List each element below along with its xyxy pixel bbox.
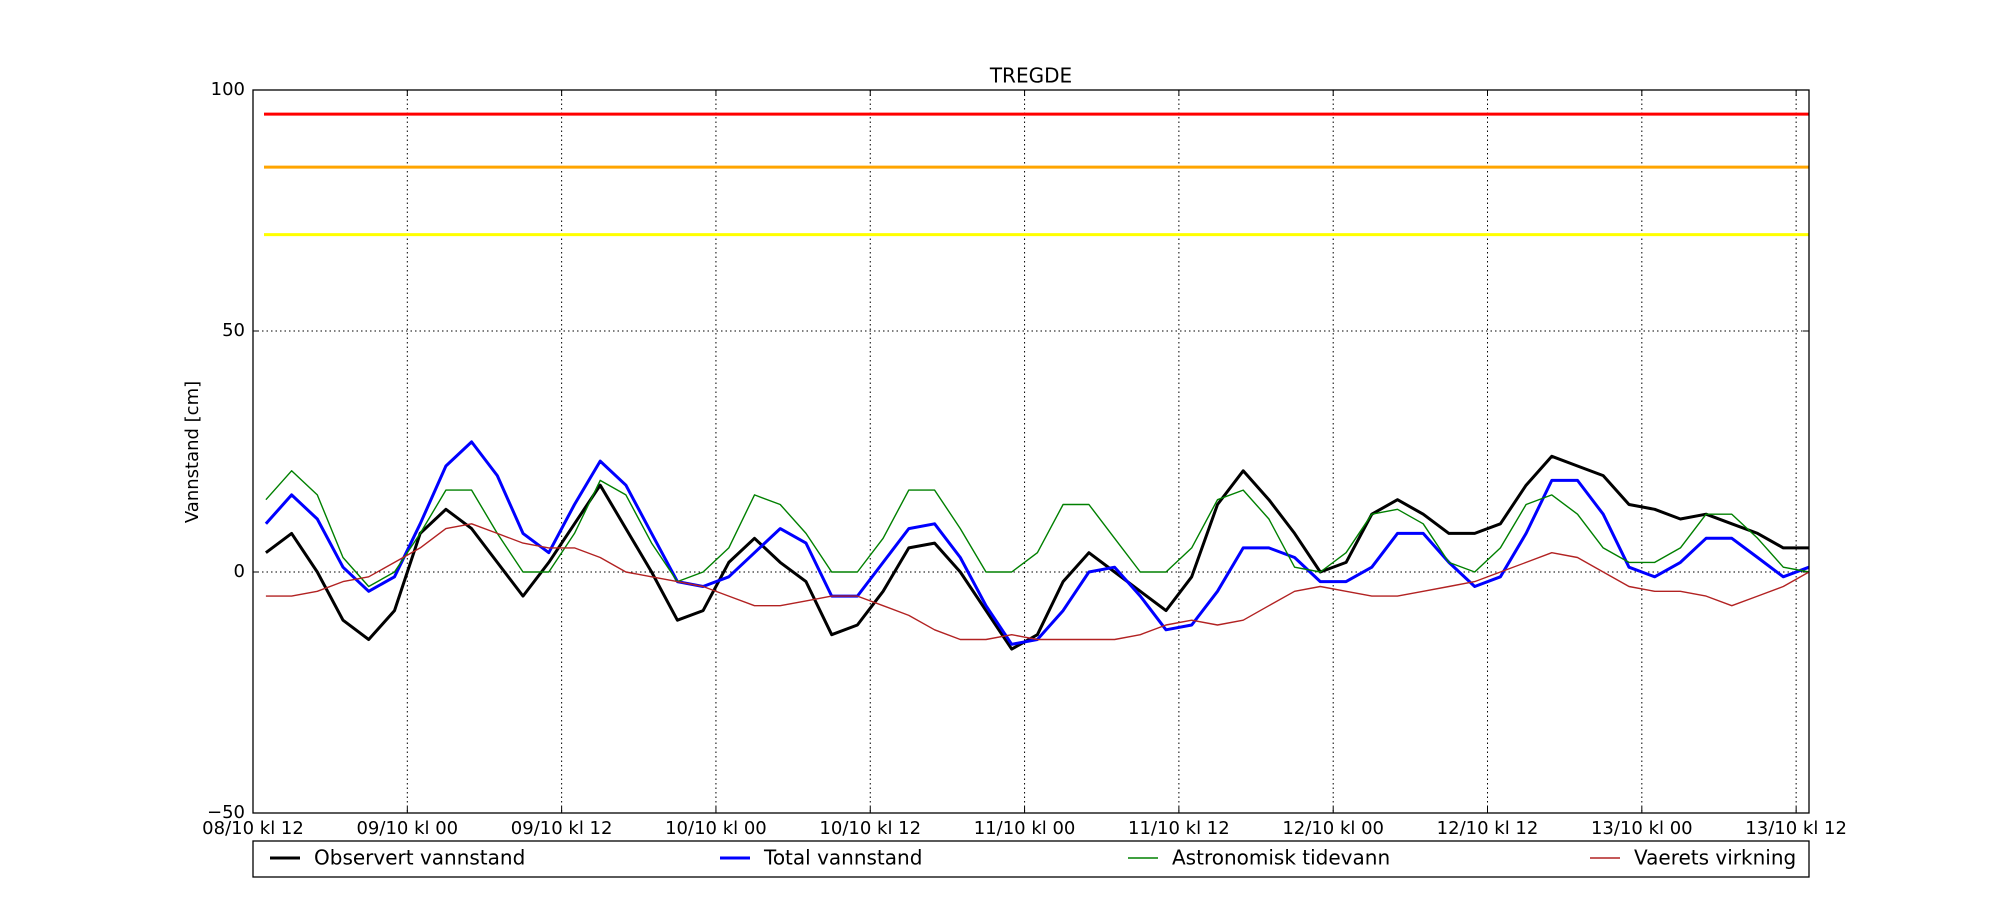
plot-frame [252,89,1810,814]
y-tick-label: 100 [211,79,245,100]
x-tick-label: 10/10 kl 00 [665,818,767,839]
x-tick-label: 09/10 kl 00 [356,818,458,839]
y-tick-label: 0 [234,561,245,582]
x-tick-label: 12/10 kl 12 [1437,818,1539,839]
x-tick-label: 10/10 kl 12 [819,818,921,839]
legend-label: Observert vannstand [314,846,525,870]
series-line [264,454,1809,651]
legend-label: Astronomisk tidevann [1172,846,1390,870]
legend-label: Vaerets virkning [1634,846,1796,870]
x-tick-label: 08/10 kl 12 [202,818,304,839]
chart-title: TREGDE [989,64,1072,88]
y-tick-label: −50 [207,802,245,823]
y-tick-label: 50 [222,320,245,341]
series-line [265,523,1810,641]
x-tick-label: 11/10 kl 12 [1128,818,1230,839]
x-tick-label: 12/10 kl 00 [1282,818,1384,839]
y-axis-label: Vannstand [cm] [182,381,203,523]
x-tick-label: 09/10 kl 12 [511,818,613,839]
x-tick-label: 13/10 kl 00 [1591,818,1693,839]
series-line [265,470,1810,588]
legend-label: Total vannstand [763,846,922,870]
legend [252,840,1810,878]
x-tick-label: 13/10 kl 12 [1745,818,1847,839]
x-tick-label: 11/10 kl 00 [974,818,1076,839]
series-line [264,440,1810,646]
